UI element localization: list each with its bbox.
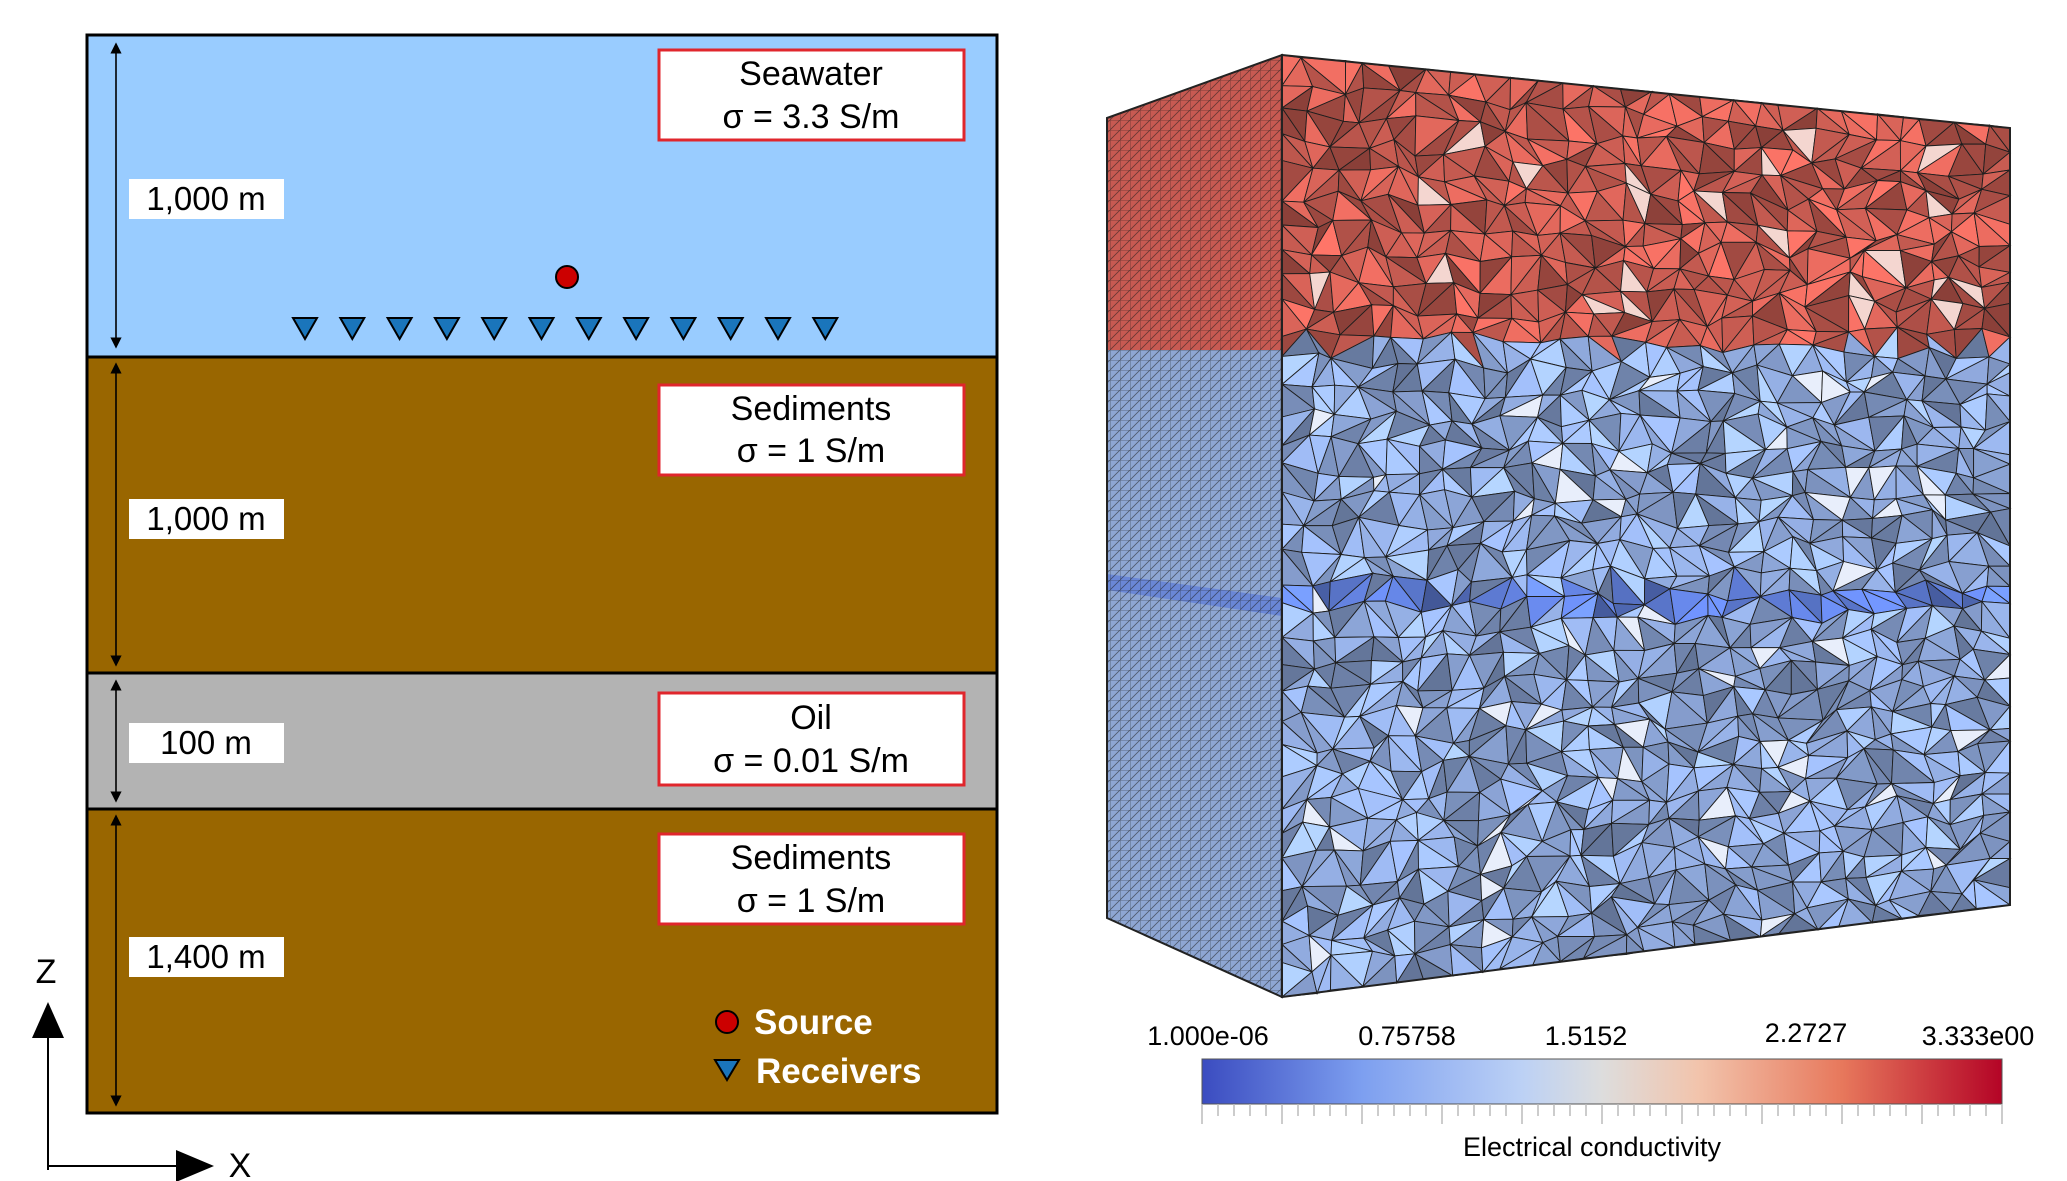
receiver-marker: [291, 317, 319, 342]
property-box-sediments-upper: [657, 383, 966, 477]
property-box-oil: [657, 691, 966, 787]
colorbar-tick-label: 1.000e-06: [1147, 1021, 1269, 1051]
layer-model: 1,000 m 1,000 m 100 m 1,400 m Seawater σ…: [85, 33, 999, 1115]
receiver-marker: [811, 317, 840, 342]
mesh-3d-view: [1106, 53, 2012, 999]
x-axis-label: X: [229, 1147, 252, 1181]
property-box-sediments-lower: [657, 832, 966, 926]
legend-source-icon: [715, 1010, 739, 1034]
receiver-marker: [716, 317, 745, 342]
source-marker: [555, 265, 579, 289]
colorbar: 1.000e-06 0.75758 1.5152 2.2727 3.333e00…: [1147, 1018, 2034, 1162]
legend-source-label: Source: [754, 1003, 873, 1042]
z-axis-arrowhead: [32, 1002, 64, 1038]
layer-title-sediments-upper: Sediments: [731, 390, 892, 428]
receiver-marker: [385, 317, 414, 342]
colorbar-tick-label: 1.5152: [1545, 1021, 1628, 1051]
colorbar-tick-label: 2.2727: [1765, 1018, 1848, 1048]
layer-title-oil: Oil: [790, 699, 832, 737]
model-frame: [85, 33, 999, 1115]
legend-receiver-icon: [713, 1059, 741, 1082]
colorbar-tick-label: 0.75758: [1358, 1021, 1456, 1051]
layer-sigma-sediments-upper: σ = 1 S/m: [737, 432, 886, 470]
layer-sigma-oil: σ = 0.01 S/m: [713, 742, 909, 780]
receiver-marker: [669, 317, 698, 342]
legend-receivers-label: Receivers: [756, 1052, 921, 1091]
receiver-marker: [575, 317, 603, 342]
receiver-marker: [338, 317, 367, 342]
thickness-label-sediments-upper: 1,000 m: [146, 500, 265, 537]
receiver-marker: [480, 317, 508, 342]
receiver-marker: [433, 317, 461, 342]
layer-title-seawater: Seawater: [739, 55, 883, 93]
x-axis-arrowhead: [176, 1150, 214, 1181]
property-box-seawater: [657, 48, 966, 142]
receiver-marker: [764, 317, 792, 342]
thickness-label-seawater: 1,000 m: [146, 180, 265, 217]
receiver-marker: [527, 317, 556, 342]
layer-sigma-seawater: σ = 3.3 S/m: [723, 98, 900, 136]
layer-title-sediments-lower: Sediments: [731, 839, 892, 877]
colorbar-gradient: [1201, 1058, 2003, 1105]
thickness-label-oil: 100 m: [160, 724, 252, 761]
z-axis-label: Z: [36, 953, 57, 991]
axes-indicator: Z X: [32, 953, 251, 1181]
thickness-label-sediments-lower: 1,400 m: [146, 938, 265, 975]
colorbar-tick-label: 3.333e00: [1922, 1021, 2035, 1051]
layer-sigma-sediments-lower: σ = 1 S/m: [737, 882, 886, 920]
receiver-array: [291, 317, 840, 342]
receiver-marker: [622, 317, 650, 342]
colorbar-title: Electrical conductivity: [1463, 1132, 1722, 1162]
